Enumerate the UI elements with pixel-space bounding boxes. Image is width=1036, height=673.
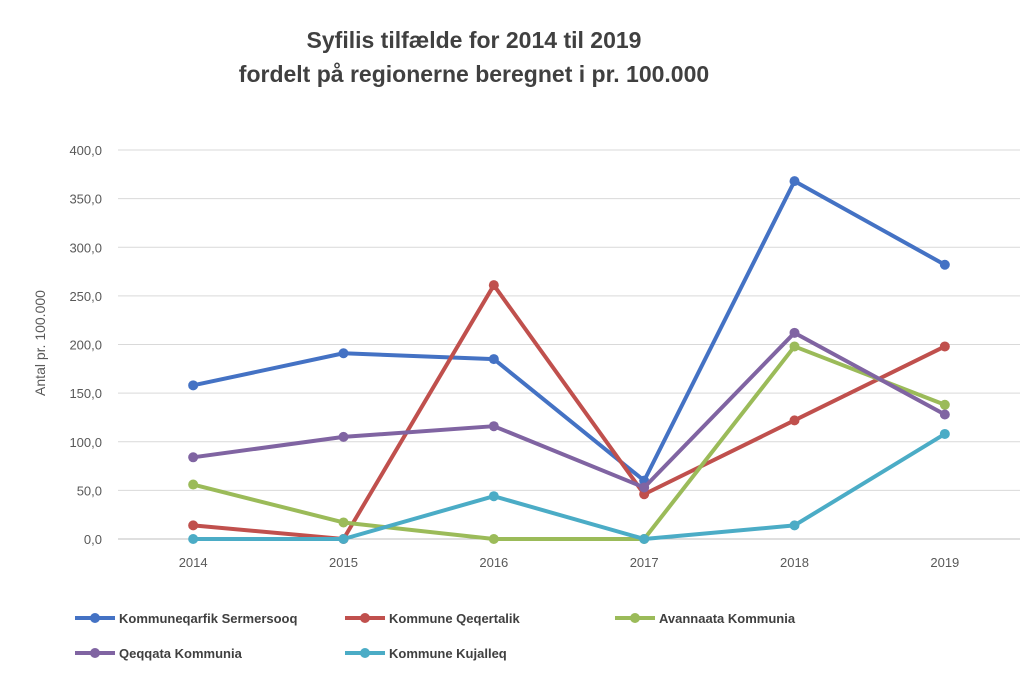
- legend-label: Avannaata Kommunia: [659, 611, 796, 626]
- legend-label: Kommune Qeqertalik: [389, 611, 521, 626]
- y-axis-label: Antal pr. 100.000: [32, 290, 48, 396]
- chart-title: Syfilis tilfælde for 2014 til 2019: [307, 27, 642, 53]
- legend-item: Kommune Qeqertalik: [345, 611, 521, 626]
- data-point: [939, 341, 950, 352]
- data-point: [939, 428, 950, 439]
- series-line: [191, 431, 947, 541]
- data-point: [639, 534, 650, 544]
- data-point: [939, 409, 950, 420]
- chart-subtitle: fordelt på regionerne beregnet i pr. 100…: [239, 61, 709, 87]
- x-tick-label: 2016: [479, 555, 508, 570]
- series-0: [188, 176, 950, 486]
- data-point: [338, 431, 349, 442]
- data-point: [488, 280, 499, 291]
- series-1: [188, 280, 950, 544]
- legend-item: Kommune Kujalleq: [345, 646, 507, 661]
- data-point: [488, 491, 499, 502]
- data-point: [789, 520, 800, 531]
- data-point: [338, 534, 349, 544]
- series-line: [191, 330, 947, 490]
- legend-swatch-marker: [90, 648, 100, 658]
- y-tick-label: 50,0: [77, 483, 102, 498]
- legend-label: Kommuneqarfik Sermersooq: [119, 611, 297, 626]
- legend-item: Kommuneqarfik Sermersooq: [75, 611, 297, 626]
- series-line: [191, 179, 947, 483]
- legend-label: Kommune Kujalleq: [389, 646, 507, 661]
- series-4: [188, 428, 950, 544]
- x-tick-label: 2018: [780, 555, 809, 570]
- x-tick-label: 2015: [329, 555, 358, 570]
- data-point: [488, 534, 499, 544]
- y-tick-label: 150,0: [69, 386, 102, 401]
- legend-item: Qeqqata Kommunia: [75, 646, 243, 661]
- data-point: [789, 341, 800, 352]
- data-point: [789, 415, 800, 426]
- y-axis-ticks: 0,0 50,0 100,0 150,0 200,0 250,0 300,0 350,0 400…: [69, 143, 102, 547]
- legend: Kommuneqarfik Sermersooq Kommune Qeqertal…: [75, 611, 796, 661]
- y-tick-label: 0,0: [84, 532, 102, 547]
- x-tick-label: 2017: [630, 555, 659, 570]
- data-point: [338, 517, 349, 528]
- data-point: [188, 534, 199, 544]
- legend-swatch-marker: [360, 648, 370, 658]
- y-tick-label: 350,0: [69, 192, 102, 207]
- gridlines: [118, 149, 1020, 540]
- y-tick-label: 300,0: [69, 240, 102, 255]
- legend-label: Qeqqata Kommunia: [119, 646, 243, 661]
- data-point: [188, 520, 199, 531]
- data-point: [338, 348, 349, 359]
- y-tick-label: 200,0: [69, 338, 102, 353]
- legend-swatch-marker: [360, 613, 370, 623]
- data-point: [789, 176, 800, 187]
- series-line: [191, 283, 947, 541]
- series-line: [191, 344, 947, 541]
- x-tick-label: 2019: [930, 555, 959, 570]
- series-3: [188, 327, 950, 493]
- data-point: [789, 327, 800, 338]
- data-point: [488, 421, 499, 432]
- series-layer: [188, 176, 950, 544]
- legend-swatch-marker: [90, 613, 100, 623]
- x-axis-ticks: 2014 2015 2016 2017 2018 2019: [179, 555, 960, 570]
- x-tick-label: 2014: [179, 555, 208, 570]
- data-point: [488, 354, 499, 365]
- data-point: [188, 479, 199, 490]
- data-point: [939, 399, 950, 410]
- data-point: [188, 452, 199, 463]
- data-point: [188, 380, 199, 391]
- legend-swatch-marker: [630, 613, 640, 623]
- y-tick-label: 400,0: [69, 143, 102, 158]
- legend-item: Avannaata Kommunia: [615, 611, 796, 626]
- y-tick-label: 100,0: [69, 435, 102, 450]
- data-point: [639, 482, 650, 493]
- y-tick-label: 250,0: [69, 289, 102, 304]
- data-point: [939, 259, 950, 270]
